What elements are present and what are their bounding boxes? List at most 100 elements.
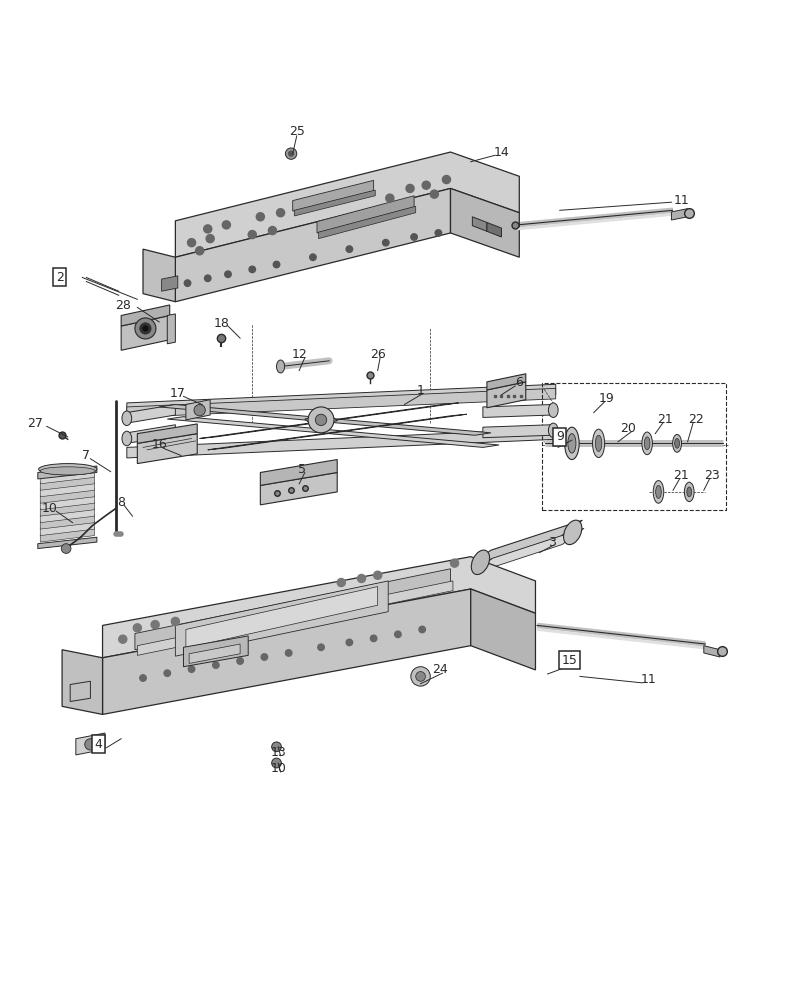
Ellipse shape bbox=[547, 403, 557, 417]
Polygon shape bbox=[41, 515, 94, 529]
Polygon shape bbox=[316, 196, 414, 233]
Text: 13: 13 bbox=[270, 746, 285, 759]
Polygon shape bbox=[175, 581, 388, 656]
Circle shape bbox=[195, 247, 204, 255]
Circle shape bbox=[345, 639, 352, 646]
Text: 16: 16 bbox=[151, 438, 167, 451]
Polygon shape bbox=[208, 414, 466, 450]
Polygon shape bbox=[75, 733, 105, 755]
Polygon shape bbox=[469, 520, 581, 566]
Circle shape bbox=[204, 225, 212, 233]
Polygon shape bbox=[102, 557, 534, 658]
Ellipse shape bbox=[654, 485, 660, 498]
Circle shape bbox=[184, 280, 191, 286]
Circle shape bbox=[273, 261, 280, 268]
Circle shape bbox=[394, 631, 401, 638]
Ellipse shape bbox=[652, 481, 663, 503]
Text: 7: 7 bbox=[82, 449, 90, 462]
Circle shape bbox=[370, 635, 376, 642]
Circle shape bbox=[76, 689, 84, 697]
Polygon shape bbox=[41, 495, 94, 510]
Circle shape bbox=[237, 658, 243, 664]
Text: 9: 9 bbox=[556, 430, 563, 443]
Polygon shape bbox=[450, 188, 519, 257]
Circle shape bbox=[143, 326, 148, 331]
Polygon shape bbox=[189, 644, 240, 663]
Polygon shape bbox=[472, 217, 487, 231]
Circle shape bbox=[382, 239, 388, 246]
Polygon shape bbox=[41, 502, 94, 516]
Polygon shape bbox=[38, 537, 97, 549]
Text: 11: 11 bbox=[640, 673, 656, 686]
Circle shape bbox=[272, 742, 281, 752]
Polygon shape bbox=[62, 650, 102, 714]
Polygon shape bbox=[487, 222, 501, 237]
Circle shape bbox=[194, 405, 205, 416]
Ellipse shape bbox=[277, 360, 285, 373]
Circle shape bbox=[373, 571, 381, 579]
Circle shape bbox=[422, 181, 430, 189]
Text: 15: 15 bbox=[561, 654, 577, 667]
Ellipse shape bbox=[672, 434, 680, 452]
Polygon shape bbox=[318, 206, 415, 239]
Text: 22: 22 bbox=[687, 413, 702, 426]
Circle shape bbox=[212, 662, 219, 668]
Text: 17: 17 bbox=[169, 387, 186, 400]
Text: 20: 20 bbox=[620, 422, 636, 435]
Circle shape bbox=[317, 644, 324, 651]
Circle shape bbox=[442, 176, 450, 184]
Text: 4: 4 bbox=[94, 738, 102, 751]
Circle shape bbox=[345, 246, 352, 252]
Polygon shape bbox=[167, 314, 175, 344]
Circle shape bbox=[410, 234, 417, 240]
Polygon shape bbox=[483, 425, 551, 438]
Polygon shape bbox=[200, 403, 458, 438]
Circle shape bbox=[171, 617, 179, 625]
Polygon shape bbox=[671, 209, 687, 220]
Circle shape bbox=[164, 670, 170, 676]
Circle shape bbox=[337, 578, 345, 587]
Circle shape bbox=[84, 739, 96, 750]
Text: 11: 11 bbox=[672, 194, 689, 207]
Ellipse shape bbox=[39, 464, 97, 475]
Text: 10: 10 bbox=[42, 502, 58, 515]
Circle shape bbox=[135, 318, 156, 339]
Ellipse shape bbox=[686, 487, 691, 497]
Polygon shape bbox=[703, 646, 719, 657]
Ellipse shape bbox=[470, 550, 489, 575]
Circle shape bbox=[139, 675, 146, 681]
Circle shape bbox=[268, 226, 277, 235]
Circle shape bbox=[450, 559, 458, 567]
Polygon shape bbox=[41, 508, 94, 523]
Circle shape bbox=[248, 231, 256, 239]
Circle shape bbox=[430, 190, 438, 198]
Polygon shape bbox=[186, 400, 210, 420]
Text: 1: 1 bbox=[416, 384, 424, 397]
Ellipse shape bbox=[643, 437, 649, 450]
Ellipse shape bbox=[547, 423, 557, 438]
Ellipse shape bbox=[564, 427, 578, 460]
Ellipse shape bbox=[122, 411, 131, 426]
Text: 25: 25 bbox=[289, 125, 304, 138]
Text: 8: 8 bbox=[117, 496, 125, 509]
Circle shape bbox=[272, 758, 281, 768]
Polygon shape bbox=[159, 405, 491, 435]
Circle shape bbox=[261, 654, 268, 660]
Polygon shape bbox=[260, 472, 337, 505]
Polygon shape bbox=[127, 425, 175, 443]
Polygon shape bbox=[487, 382, 525, 408]
Circle shape bbox=[222, 221, 230, 229]
Ellipse shape bbox=[41, 467, 95, 475]
Circle shape bbox=[188, 666, 195, 672]
Polygon shape bbox=[121, 305, 169, 326]
Polygon shape bbox=[41, 489, 94, 503]
Polygon shape bbox=[38, 466, 97, 479]
Circle shape bbox=[139, 323, 151, 334]
Polygon shape bbox=[483, 405, 551, 417]
Text: 21: 21 bbox=[656, 413, 672, 426]
Text: 18: 18 bbox=[213, 317, 230, 330]
Polygon shape bbox=[127, 388, 555, 417]
Text: 21: 21 bbox=[672, 469, 689, 482]
Polygon shape bbox=[470, 528, 583, 574]
Polygon shape bbox=[127, 405, 175, 423]
